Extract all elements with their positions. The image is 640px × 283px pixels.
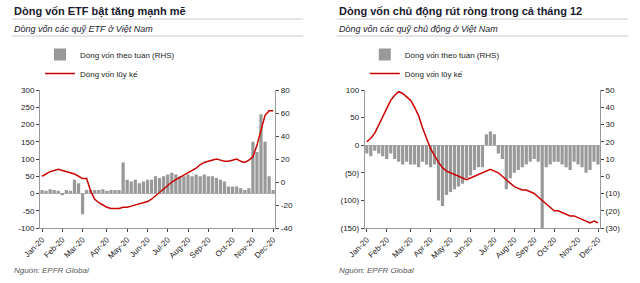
svg-text:80: 80 xyxy=(281,86,290,95)
svg-text:(10): (10) xyxy=(606,189,621,198)
svg-text:30: 30 xyxy=(606,120,615,129)
svg-text:Dòng vốn lũy kế: Dòng vốn lũy kế xyxy=(405,70,463,79)
svg-text:(50): (50) xyxy=(345,169,360,178)
svg-text:Jul-20: Jul-20 xyxy=(150,235,172,257)
svg-text:Dòng vốn chủ động rút ròng tro: Dòng vốn chủ động rút ròng trong cả thán… xyxy=(339,5,582,18)
svg-text:60: 60 xyxy=(281,109,290,118)
svg-text:Dòng vốn các quỹ ETF ở Việt Na: Dòng vốn các quỹ ETF ở Việt Nam xyxy=(14,24,153,34)
svg-text:Jan-20: Jan-20 xyxy=(347,235,371,259)
svg-text:150: 150 xyxy=(21,138,35,147)
svg-text:50: 50 xyxy=(25,172,34,181)
svg-text:Dòng vốn lũy kế: Dòng vốn lũy kế xyxy=(80,70,138,79)
svg-text:0: 0 xyxy=(355,141,360,150)
svg-text:Aug-20: Aug-20 xyxy=(168,235,193,260)
svg-text:-40: -40 xyxy=(281,224,293,233)
svg-text:20: 20 xyxy=(281,155,290,164)
svg-text:300: 300 xyxy=(21,86,35,95)
svg-text:-50: -50 xyxy=(23,207,35,216)
svg-text:(150): (150) xyxy=(341,224,360,233)
svg-text:Dòng vốn ETF bật tăng mạnh mẽ: Dòng vốn ETF bật tăng mạnh mẽ xyxy=(14,5,186,18)
svg-text:-100: -100 xyxy=(18,224,35,233)
svg-text:Dec-20: Dec-20 xyxy=(578,235,603,260)
svg-text:Sep-20: Sep-20 xyxy=(514,235,539,260)
svg-text:0: 0 xyxy=(30,189,35,198)
svg-text:Nov-20: Nov-20 xyxy=(558,235,583,260)
svg-text:200: 200 xyxy=(21,120,35,129)
svg-text:Nov-20: Nov-20 xyxy=(233,235,258,260)
svg-text:100: 100 xyxy=(346,86,360,95)
svg-text:Feb-20: Feb-20 xyxy=(42,235,67,260)
svg-text:Jul-20: Jul-20 xyxy=(477,235,499,257)
svg-text:Jan-20: Jan-20 xyxy=(23,235,47,259)
svg-text:Dòng vốn theo tuần (RHS): Dòng vốn theo tuần (RHS) xyxy=(80,51,175,60)
svg-text:20: 20 xyxy=(606,138,615,147)
svg-text:Nguồn: EPFR Global: Nguồn: EPFR Global xyxy=(14,266,89,275)
svg-text:-20: -20 xyxy=(281,201,293,210)
svg-text:Jun-20: Jun-20 xyxy=(128,235,152,259)
svg-text:50: 50 xyxy=(606,86,615,95)
svg-text:Dec-20: Dec-20 xyxy=(253,235,278,260)
svg-text:250: 250 xyxy=(21,103,35,112)
svg-text:Sep-20: Sep-20 xyxy=(188,235,213,260)
svg-text:Aug-20: Aug-20 xyxy=(494,235,519,260)
svg-text:Jun-20: Jun-20 xyxy=(451,235,475,259)
svg-text:Apr-20: Apr-20 xyxy=(88,235,112,259)
svg-text:(30): (30) xyxy=(606,224,621,233)
svg-text:May-20: May-20 xyxy=(430,235,456,261)
svg-text:Apr-20: Apr-20 xyxy=(411,235,435,259)
svg-text:0: 0 xyxy=(606,172,611,181)
svg-text:Nguồn: EPFR Global: Nguồn: EPFR Global xyxy=(339,266,414,275)
svg-text:50: 50 xyxy=(350,113,359,122)
svg-text:May-20: May-20 xyxy=(106,235,132,261)
svg-text:(100): (100) xyxy=(341,196,360,205)
svg-text:Feb-20: Feb-20 xyxy=(367,235,392,260)
svg-text:Mar-20: Mar-20 xyxy=(391,235,416,260)
svg-text:100: 100 xyxy=(21,155,35,164)
svg-text:Dòng vốn theo tuần (RHS): Dòng vốn theo tuần (RHS) xyxy=(405,51,500,60)
svg-text:0: 0 xyxy=(281,178,286,187)
svg-text:10: 10 xyxy=(606,155,615,164)
svg-text:Oct-20: Oct-20 xyxy=(214,235,238,259)
svg-text:Mar-20: Mar-20 xyxy=(63,235,88,260)
svg-text:40: 40 xyxy=(281,132,290,141)
svg-text:(20): (20) xyxy=(606,207,621,216)
svg-text:Dòng vốn các quỹ chủ động ở Vi: Dòng vốn các quỹ chủ động ở Việt Nam xyxy=(339,24,498,34)
svg-text:Oct-20: Oct-20 xyxy=(535,235,559,259)
svg-text:40: 40 xyxy=(606,103,615,112)
